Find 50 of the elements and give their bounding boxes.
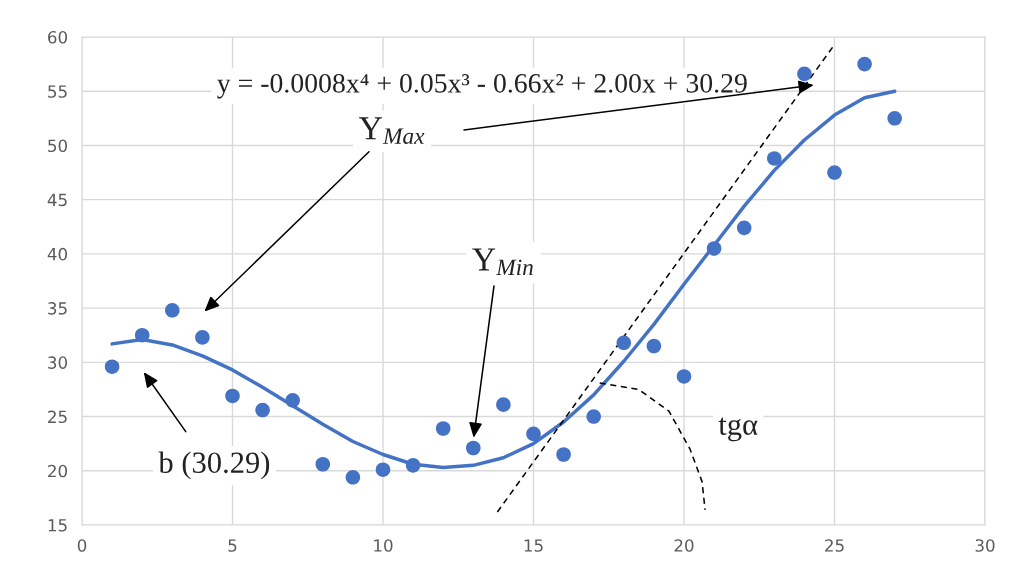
y-tick-label: 20	[48, 464, 67, 478]
point	[405, 458, 421, 473]
point	[225, 388, 240, 404]
point	[526, 426, 541, 442]
y-tick-label: 40	[47, 247, 67, 261]
point	[255, 402, 270, 418]
y-tick-label: 55	[48, 85, 67, 98]
point	[104, 359, 120, 374]
point	[315, 456, 331, 472]
y-tick-label: 30	[48, 356, 67, 369]
y-tick-label: 15	[48, 519, 67, 532]
y-tick-label: 35	[48, 302, 67, 315]
point	[466, 440, 481, 456]
point	[857, 56, 872, 72]
x-tick-label: 25	[825, 539, 844, 552]
point	[887, 111, 902, 126]
point	[285, 393, 300, 408]
line-series	[598, 382, 706, 511]
point	[556, 447, 571, 462]
x-tick-label: 15	[524, 539, 543, 552]
y-tick-label: 45	[47, 193, 67, 207]
annotation: Y$_{Max}$	[359, 117, 425, 145]
y-tick-label: 50	[48, 139, 67, 153]
point	[435, 421, 451, 436]
point	[797, 66, 812, 82]
point	[195, 330, 210, 345]
point	[736, 220, 752, 236]
x-tick-label: 5	[228, 539, 237, 552]
point	[767, 151, 782, 166]
point	[496, 397, 511, 412]
y-tick-label: 25	[48, 410, 67, 424]
point	[345, 470, 361, 485]
point	[616, 335, 632, 351]
point	[676, 369, 692, 384]
point	[375, 462, 391, 477]
point	[134, 327, 150, 343]
point	[646, 338, 662, 354]
point	[586, 409, 601, 424]
annotation: Y$_{Min}$	[472, 248, 533, 275]
point	[165, 303, 180, 318]
x-tick-label: 10	[374, 539, 393, 552]
x-tick-label: 30	[975, 539, 995, 552]
point	[827, 165, 842, 180]
annotation: b (30.29)	[158, 451, 270, 480]
y-tick-label: 60	[48, 30, 67, 44]
annotation: tgα	[718, 417, 758, 442]
annotation: y = -0.0008x⁴ + 0.05x³ - 0.66x² + 2.00x + 30.29	[217, 73, 747, 99]
x-tick-label: 0	[77, 539, 87, 552]
point	[706, 241, 722, 256]
x-tick-label: 20	[674, 539, 694, 552]
